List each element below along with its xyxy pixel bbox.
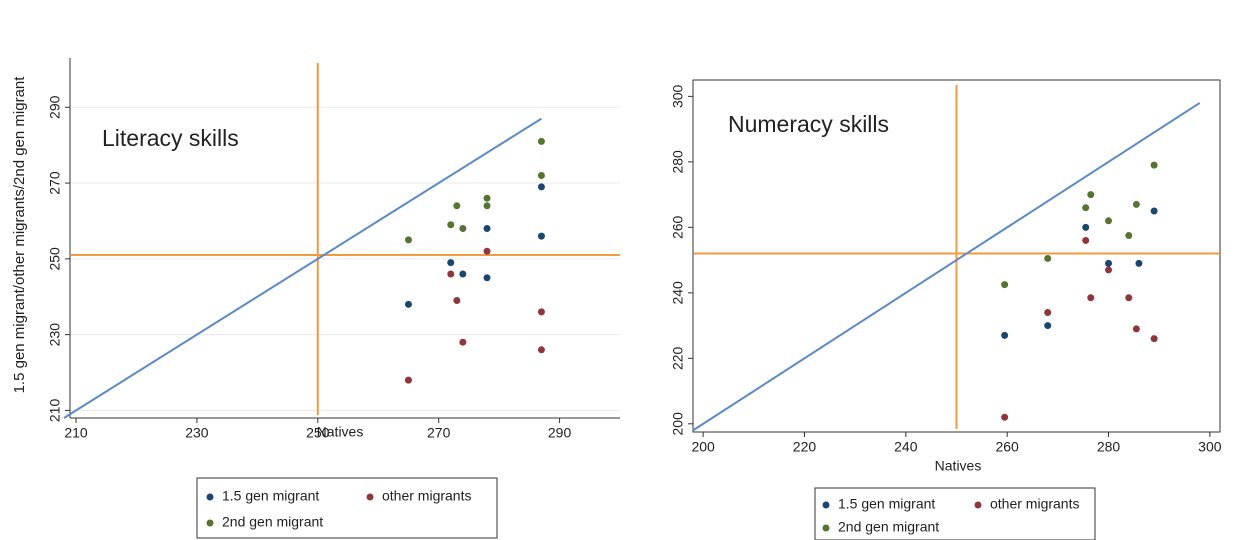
point [453,202,461,210]
point [1132,325,1140,333]
point [1044,322,1052,330]
annotation: Numeracy skills [728,111,889,137]
legend-label: 1.5 gen migrant [838,496,935,512]
point [1001,413,1009,421]
point [1125,294,1133,302]
point [1087,191,1095,199]
legend-marker [974,501,982,509]
point [1150,161,1158,169]
point [483,225,491,233]
y-tick-label: 240 [670,281,686,305]
point [459,338,467,346]
legend-label: 2nd gen migrant [838,519,939,535]
y-tick-label: 250 [47,247,63,271]
x-tick-label: 210 [64,425,88,441]
point [447,221,455,229]
diagonal-line [692,102,1201,432]
point [1135,259,1143,267]
legend-label: 1.5 gen migrant [222,488,319,504]
legend-label: other migrants [990,496,1079,512]
y-tick-label: 270 [47,171,63,195]
legend-marker [206,493,214,501]
point [537,232,545,240]
point [537,171,545,179]
point [404,376,412,384]
legend-box [814,487,1096,540]
point [459,225,467,233]
point [1082,236,1090,244]
point [537,137,545,145]
x-tick-label: 200 [691,439,715,455]
plot-frame [692,79,1221,433]
x-tick-label: 270 [427,425,451,441]
point [1087,294,1095,302]
point [537,183,545,191]
y-tick-label: 230 [47,323,63,347]
point [447,259,455,267]
point [537,308,545,316]
point [537,346,545,354]
x-tick-label: 260 [995,439,1019,455]
x-tick-label: 240 [894,439,918,455]
point [1105,217,1113,225]
x-tick-label: 220 [793,439,817,455]
point [453,297,461,305]
x-tick-label: 300 [1198,439,1222,455]
point [483,247,491,255]
point [1001,331,1009,339]
y-tick-label: 220 [670,346,686,370]
point [1044,254,1052,262]
x-axis-label: Natives [317,424,364,440]
point [1150,335,1158,343]
point [1125,232,1133,240]
point [1105,259,1113,267]
point [483,194,491,202]
legend-marker [822,501,830,509]
y-tick-label: 200 [670,412,686,436]
x-tick-label: 250 [306,425,330,441]
x-tick-label: 290 [548,425,572,441]
point [404,236,412,244]
diagonal-line [63,117,542,419]
legend-label: other migrants [382,488,471,504]
y-tick-label: 280 [670,150,686,174]
y-tick-label: 260 [670,215,686,239]
point [1150,207,1158,215]
legend-marker [366,493,374,501]
x-axis-label: Natives [935,458,982,474]
x-tick-label: 280 [1097,439,1121,455]
point [404,300,412,308]
point [1001,281,1009,289]
point [1105,266,1113,274]
y-tick-label: 210 [47,399,63,423]
point [1082,223,1090,231]
legend-label: 2nd gen migrant [222,514,323,530]
legend-marker [206,519,214,527]
legend-box [196,477,498,539]
x-tick-label: 230 [185,425,209,441]
y-axis-label: 1.5 gen migrant/other migrants/2nd gen m… [11,76,28,394]
point [483,202,491,210]
point [1132,200,1140,208]
legend-marker [822,524,830,532]
annotation: Literacy skills [102,125,239,151]
point [1082,204,1090,212]
point [483,274,491,282]
point [1044,308,1052,316]
y-tick-label: 300 [670,84,686,108]
point [459,270,467,278]
y-tick-label: 290 [47,95,63,119]
point [447,270,455,278]
